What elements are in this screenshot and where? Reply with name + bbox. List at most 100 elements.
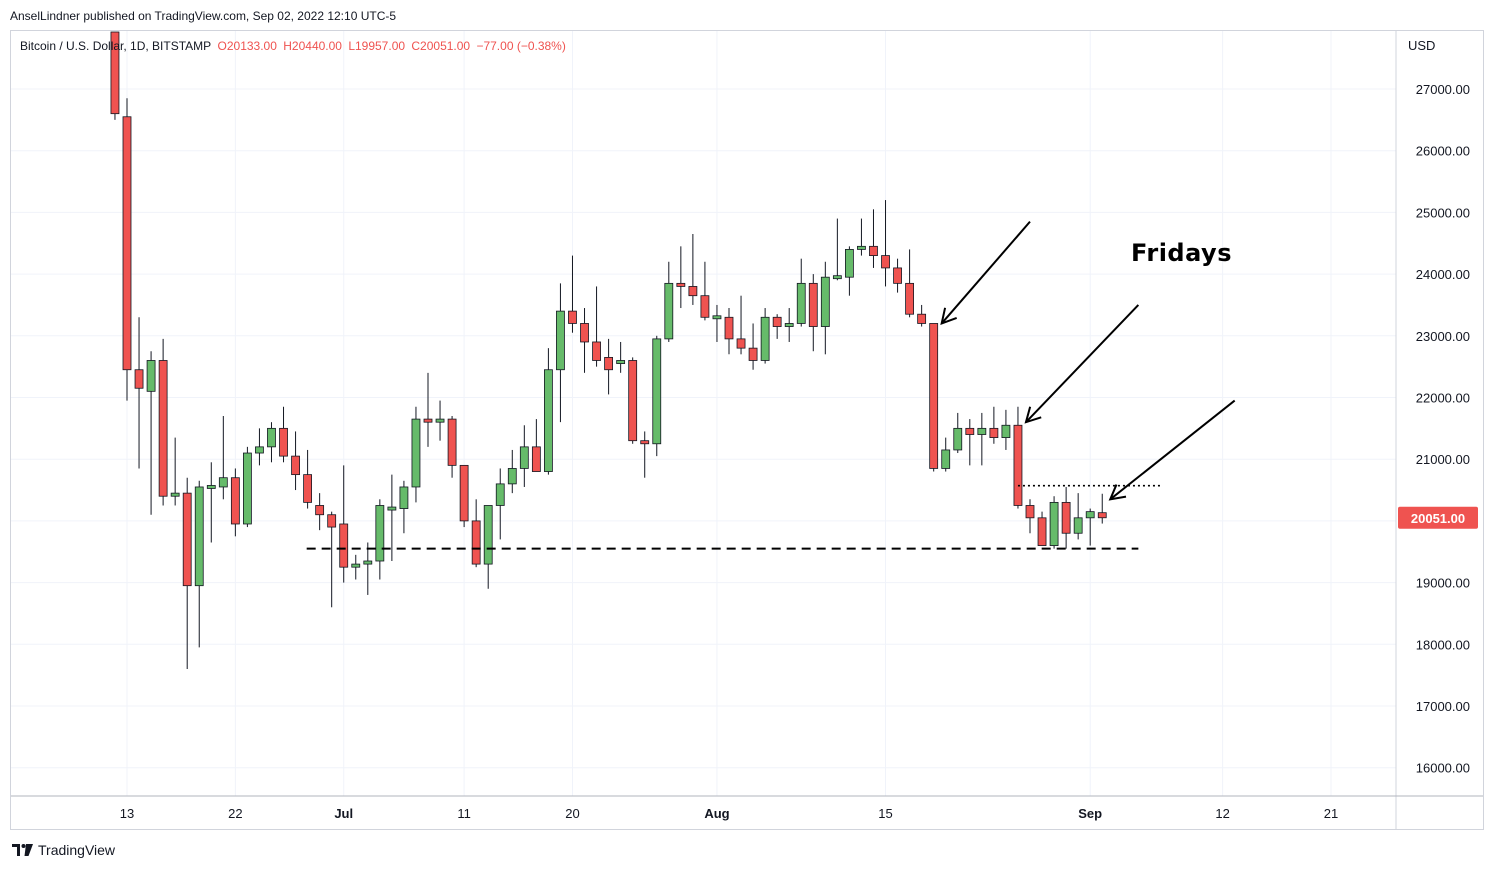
candle-body xyxy=(544,369,553,472)
candle-body xyxy=(965,427,975,435)
candle xyxy=(471,499,481,568)
candle-body xyxy=(170,492,180,497)
candle-body xyxy=(592,341,601,361)
candle-body xyxy=(459,464,469,522)
candle xyxy=(279,406,288,463)
candle xyxy=(845,246,854,296)
x-tick-label: 13 xyxy=(120,806,134,821)
y-tick-label: 27000.00 xyxy=(1416,82,1470,97)
candle xyxy=(652,335,662,457)
candle xyxy=(230,468,240,537)
candle-body xyxy=(736,338,746,349)
y-tick-label: 25000.00 xyxy=(1416,205,1470,220)
footer-brand-name: TradingView xyxy=(38,842,116,858)
candle-body xyxy=(712,315,722,320)
y-tick-label: 23000.00 xyxy=(1416,329,1470,344)
candle xyxy=(1085,508,1095,546)
arrow-drawing[interactable] xyxy=(940,220,1031,326)
candle-body xyxy=(580,323,589,343)
legend-symbol: Bitcoin / U.S. Dollar, 1D, BITSTAMP xyxy=(20,39,212,53)
candle-body xyxy=(206,485,216,489)
candle-body xyxy=(279,427,288,457)
candle-body xyxy=(399,486,409,509)
candle-body xyxy=(122,116,132,371)
candle xyxy=(483,505,493,589)
candle-body xyxy=(688,286,698,297)
candle xyxy=(411,406,421,503)
candle xyxy=(953,412,963,454)
candle xyxy=(267,422,276,463)
time-axis[interactable]: 13 22 Jul 11 20 Aug 15 Sep 12 21 xyxy=(11,795,1483,821)
last-price-text: 20051.00 xyxy=(1411,511,1465,526)
candle-body xyxy=(977,427,987,435)
candle xyxy=(435,400,445,441)
candle-body xyxy=(327,514,337,528)
arrow-drawing[interactable] xyxy=(1108,399,1236,501)
candle-body xyxy=(1073,517,1083,534)
publisher-line: AnselLindner published on TradingView.co… xyxy=(10,9,397,23)
currency-label: USD xyxy=(1408,38,1435,53)
candle-body xyxy=(628,360,638,442)
drawings xyxy=(306,220,1236,550)
candle xyxy=(784,308,794,342)
candle-body xyxy=(1013,424,1023,506)
candle-body xyxy=(832,275,842,280)
arrow-shaft xyxy=(1025,304,1140,423)
candle-body xyxy=(291,455,300,476)
candle xyxy=(796,258,806,327)
candle xyxy=(399,480,409,534)
legend-low: L19957.00 xyxy=(348,39,406,53)
candle xyxy=(640,431,650,478)
candle xyxy=(808,274,818,352)
y-tick-label: 16000.00 xyxy=(1416,761,1470,776)
candle xyxy=(375,499,385,580)
candle-body xyxy=(387,506,397,511)
candle-body xyxy=(1025,505,1035,519)
x-tick-label: 21 xyxy=(1324,806,1338,821)
x-tick-label: 12 xyxy=(1215,806,1229,821)
candle xyxy=(820,261,830,355)
y-tick-label: 17000.00 xyxy=(1416,699,1470,714)
candle-body xyxy=(796,282,806,324)
candle xyxy=(303,449,313,509)
footer-brand[interactable]: TradingView xyxy=(12,842,115,858)
candle-body xyxy=(519,446,529,469)
candle-body xyxy=(869,245,878,256)
candle-body xyxy=(158,360,168,497)
price-axis[interactable]: USD16000.0017000.0018000.0019000.0020000… xyxy=(1395,31,1478,829)
arrow-head xyxy=(940,307,958,326)
candle-body xyxy=(604,356,613,371)
candle-body xyxy=(664,282,674,340)
candle xyxy=(158,338,168,506)
candle xyxy=(1001,409,1011,450)
y-tick-label: 26000.00 xyxy=(1416,144,1470,159)
candle xyxy=(170,437,180,506)
candle xyxy=(989,406,999,444)
candle-body xyxy=(531,446,541,472)
candle xyxy=(869,209,878,268)
candle xyxy=(218,416,228,500)
candle xyxy=(206,462,216,543)
y-tick-label: 21000.00 xyxy=(1416,452,1470,467)
candle xyxy=(447,416,457,478)
candle xyxy=(929,323,939,472)
candle xyxy=(1073,493,1083,540)
candle-body xyxy=(1085,511,1095,519)
symbol-legend: Bitcoin / U.S. Dollar, 1D, BITSTAMP O201… xyxy=(20,39,569,53)
candle-body xyxy=(1037,517,1047,546)
candle-body xyxy=(857,245,866,250)
arrow-drawing[interactable] xyxy=(1024,304,1140,424)
candle xyxy=(495,468,505,540)
candle-body xyxy=(507,468,517,485)
tradingview-logo-icon xyxy=(12,844,33,856)
candle-body xyxy=(218,477,228,488)
candle-body xyxy=(700,295,710,318)
candle xyxy=(255,428,264,466)
candle-body xyxy=(917,313,927,324)
candle-body xyxy=(255,446,264,454)
candle-body xyxy=(748,347,758,361)
candle xyxy=(748,323,758,370)
x-tick-label: 11 xyxy=(457,806,471,821)
x-tick-label: Sep xyxy=(1078,806,1102,821)
